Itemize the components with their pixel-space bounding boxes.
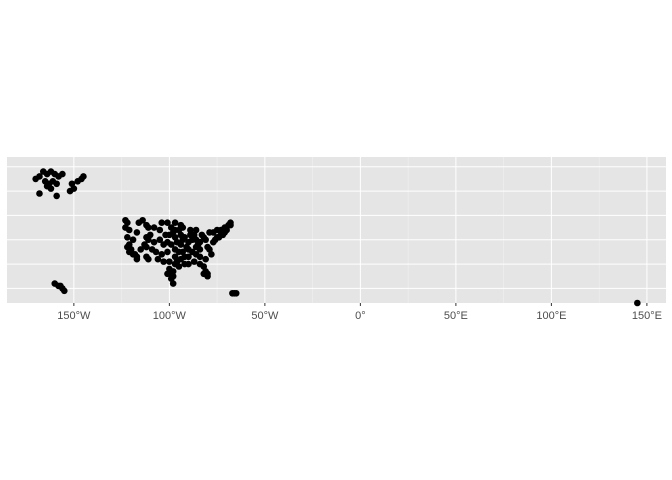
data-point: [148, 246, 156, 253]
x-tick-label: 100°E: [536, 310, 566, 322]
data-point: [171, 219, 179, 226]
data-point: [133, 229, 141, 236]
data-point: [202, 255, 209, 263]
data-point: [145, 224, 152, 231]
data-point: [150, 224, 158, 231]
data-point: [160, 241, 167, 248]
data-point: [141, 241, 148, 248]
data-point: [53, 192, 60, 200]
data-point: [164, 219, 171, 226]
x-axis: 150°W 100°W 50°W 0° 50°E 100°E 150°E: [57, 303, 662, 322]
data-point: [169, 272, 177, 280]
data-point: [36, 190, 43, 197]
data-point: [162, 231, 169, 239]
data-point: [127, 246, 135, 253]
data-point: [194, 241, 202, 248]
data-point: [208, 251, 215, 258]
plot-panel: [7, 157, 666, 303]
data-point: [160, 258, 167, 265]
data-point: [164, 248, 171, 256]
data-point: [164, 270, 171, 278]
data-point: [169, 280, 177, 287]
data-point: [158, 219, 166, 226]
x-tick-label: 100°W: [153, 310, 187, 322]
data-points: [32, 168, 641, 307]
data-point: [166, 258, 173, 265]
data-point: [188, 248, 196, 256]
data-point: [181, 253, 188, 261]
data-point: [202, 236, 209, 244]
x-tick-label: 150°W: [57, 310, 91, 322]
data-point: [61, 287, 68, 295]
data-point: [188, 236, 196, 244]
x-tick-label: 50°W: [251, 310, 279, 322]
data-point: [196, 253, 204, 261]
data-point: [190, 258, 198, 265]
data-point: [80, 173, 87, 180]
x-tick-label: 50°E: [444, 310, 468, 322]
data-point: [129, 236, 137, 244]
data-point: [185, 260, 192, 268]
data-point: [59, 170, 66, 178]
data-point: [175, 248, 183, 256]
data-point: [187, 226, 194, 234]
x-tick-label: 150°E: [632, 310, 662, 322]
data-point: [150, 238, 158, 246]
data-point: [169, 229, 177, 236]
data-point: [125, 226, 133, 234]
data-point: [204, 272, 211, 280]
data-point: [146, 231, 154, 239]
data-point: [175, 226, 183, 234]
data-point: [179, 236, 187, 244]
data-point: [158, 251, 166, 258]
data-point: [47, 185, 55, 192]
data-point: [156, 236, 164, 244]
data-point: [167, 241, 175, 248]
data-point: [53, 180, 60, 188]
data-point: [183, 243, 190, 251]
data-point: [154, 255, 162, 263]
data-point: [173, 258, 181, 265]
data-point: [229, 289, 236, 297]
data-point: [137, 246, 145, 253]
data-point: [634, 299, 641, 307]
x-tick-label: 0°: [355, 310, 366, 322]
data-point: [156, 226, 164, 234]
grid-lines: [7, 157, 666, 303]
data-point: [227, 219, 234, 226]
data-point: [68, 180, 76, 188]
data-point: [133, 255, 141, 263]
data-point: [32, 175, 39, 183]
data-point: [124, 234, 131, 241]
data-point: [139, 216, 146, 224]
data-point: [145, 255, 152, 263]
data-point: [206, 229, 213, 236]
